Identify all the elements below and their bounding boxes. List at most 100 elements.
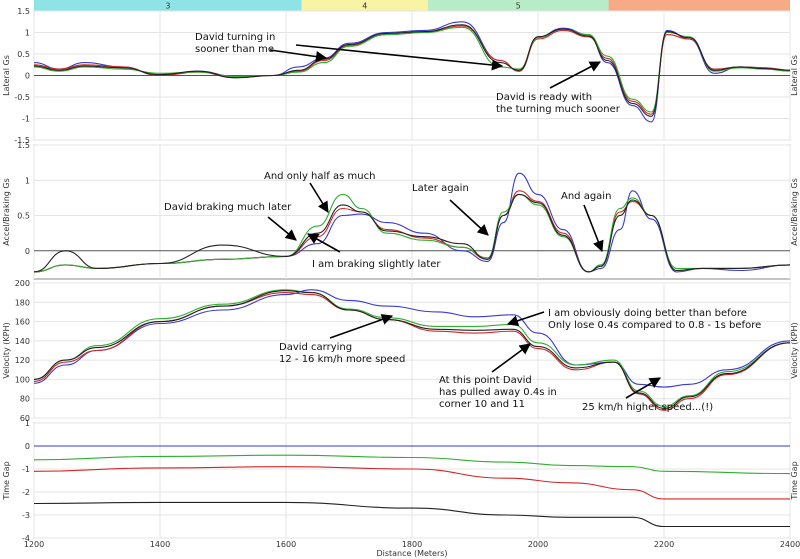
annotation-arrow bbox=[449, 199, 489, 236]
annotation-text: David carrying bbox=[279, 342, 352, 353]
annotation-text: David braking much later bbox=[164, 202, 292, 213]
y-tick-label: 1 bbox=[25, 176, 30, 185]
annotation-text: And only half as much bbox=[264, 171, 375, 182]
series-line-3 bbox=[34, 289, 790, 407]
x-tick-label: 1200 bbox=[24, 540, 44, 549]
series-line-2 bbox=[34, 466, 790, 500]
annotation-arrow bbox=[309, 182, 329, 213]
y-tick-label: -4 bbox=[22, 534, 30, 543]
annotation-4: David braking much later bbox=[164, 202, 297, 241]
segment-label: 5 bbox=[516, 2, 521, 11]
annotation-arrow bbox=[295, 44, 504, 71]
y-tick-label: -1 bbox=[22, 115, 30, 124]
y-tick-label: 120 bbox=[15, 356, 30, 365]
y-tick-label: 1.5 bbox=[17, 141, 30, 150]
annotation-text: I am obviously doing better than before bbox=[548, 308, 747, 319]
annotation-text: At this point David bbox=[439, 375, 532, 386]
y-tick-label: 200 bbox=[15, 279, 30, 288]
annotation-3: And only half as much bbox=[264, 171, 375, 213]
y-tick-label: 100 bbox=[15, 375, 30, 384]
series-line-4 bbox=[34, 501, 790, 528]
x-tick-label: 2400 bbox=[780, 540, 800, 549]
y-axis-label: Velocity (KPH) bbox=[2, 322, 11, 378]
y-tick-label: 0.5 bbox=[17, 212, 30, 221]
annotation-text: the turning much sooner bbox=[496, 104, 621, 115]
annotation-text: David is ready with bbox=[496, 92, 592, 103]
x-axis-label: Distance (Meters) bbox=[376, 549, 447, 558]
y-tick-label: 80 bbox=[20, 395, 30, 404]
annotation-text: 12 - 16 km/h more speed bbox=[279, 354, 405, 365]
segment-band-4 bbox=[608, 0, 790, 11]
y-tick-label: 1 bbox=[25, 419, 30, 428]
annotation-arrow bbox=[549, 61, 601, 89]
annotation-text: Only lose 0.4s compared to 0.8 - 1s befo… bbox=[548, 320, 761, 331]
y-tick-label: 60 bbox=[20, 414, 30, 423]
annotation-8: I am obviously doing better than beforeO… bbox=[506, 308, 761, 331]
annotation-arrow bbox=[491, 343, 531, 373]
x-tick-label: 1600 bbox=[276, 540, 296, 549]
annotation-5: I am braking slightly later bbox=[307, 233, 441, 270]
y-tick-label: 1 bbox=[25, 29, 30, 38]
panel-1: 1.5 1 0.5 0 -0.5 -1 -1.5 Lateral Gs Lateral Gs bbox=[2, 7, 799, 145]
y-tick-label: -2 bbox=[22, 488, 30, 497]
y-tick-label: 160 bbox=[15, 318, 30, 327]
annotation-text: Later again bbox=[412, 183, 469, 194]
y-tick-label: 0 bbox=[25, 442, 30, 451]
y-tick-label: 0.5 bbox=[17, 50, 30, 59]
annotation-text: And again bbox=[561, 191, 611, 202]
y-tick-label: 0 bbox=[25, 72, 30, 81]
annotation-text: David turning in bbox=[195, 32, 275, 43]
y-axis-label: Lateral Gs bbox=[2, 55, 11, 96]
y-axis-label-right: Accel/Braking Gs bbox=[790, 178, 799, 246]
series-line-4 bbox=[34, 290, 790, 409]
series-line-4 bbox=[34, 193, 790, 273]
y-tick-label: 180 bbox=[15, 298, 30, 307]
y-tick-label: 1.5 bbox=[17, 7, 30, 16]
y-axis-label-right: Velocity (KPH) bbox=[790, 322, 799, 378]
y-tick-label: -1 bbox=[22, 465, 30, 474]
segment-band-3 bbox=[427, 0, 609, 11]
annotation-arrow bbox=[307, 233, 341, 253]
segment-band-1 bbox=[34, 0, 302, 11]
y-axis-label-right: Time Gap bbox=[790, 461, 799, 500]
series-line-1 bbox=[34, 289, 790, 388]
y-axis-label: Accel/Braking Gs bbox=[2, 178, 11, 246]
annotation-arrow bbox=[506, 311, 545, 327]
y-tick-label: -3 bbox=[22, 511, 30, 520]
x-tick-label: 1800 bbox=[402, 540, 422, 549]
y-tick-label: -0.5 bbox=[14, 93, 30, 102]
annotation-arrow bbox=[583, 204, 604, 253]
annotation-6: Later again bbox=[412, 183, 489, 236]
series-line-3 bbox=[34, 454, 790, 475]
y-axis-label-right: Lateral Gs bbox=[790, 55, 799, 96]
annotation-arrow bbox=[625, 377, 661, 399]
y-tick-label: 0 bbox=[25, 247, 30, 256]
segment-label: 3 bbox=[165, 2, 170, 11]
annotation-arrow bbox=[267, 216, 297, 241]
series-line-2 bbox=[34, 25, 790, 115]
x-tick-label: 2000 bbox=[528, 540, 548, 549]
segment-band-2 bbox=[301, 0, 428, 11]
y-tick-label: 140 bbox=[15, 337, 30, 346]
panel-2: 1.5 1 0.5 0 Accel/Braking Gs Accel/Braking Gs bbox=[2, 141, 799, 280]
x-tick-label: 1400 bbox=[150, 540, 170, 549]
annotation-text: corner 10 and 11 bbox=[439, 399, 525, 410]
x-tick-label: 2200 bbox=[654, 540, 674, 549]
annotation-11: 25 km/h higher speed...(!) bbox=[582, 377, 713, 413]
annotation-text: sooner than me bbox=[195, 44, 274, 55]
annotation-arrow bbox=[329, 314, 394, 339]
y-tick-label: -1.5 bbox=[14, 136, 30, 145]
panel-3: 200 180 160 140 120 100 80 60 Velocity (KPH) Velo… bbox=[2, 279, 799, 423]
annotation-text: has pulled away 0.4s in bbox=[439, 387, 557, 398]
y-axis-label: Time Gap bbox=[2, 461, 11, 500]
panel-4: 1 0 -1 -2 -3 -4 Time Gap Time Gap bbox=[2, 419, 799, 543]
segment-label: 4 bbox=[362, 2, 367, 11]
annotation-text: I am braking slightly later bbox=[312, 259, 441, 270]
annotation-arrow bbox=[269, 49, 328, 63]
annotation-text: 25 km/h higher speed...(!) bbox=[582, 402, 713, 413]
series-line-4 bbox=[34, 24, 790, 117]
